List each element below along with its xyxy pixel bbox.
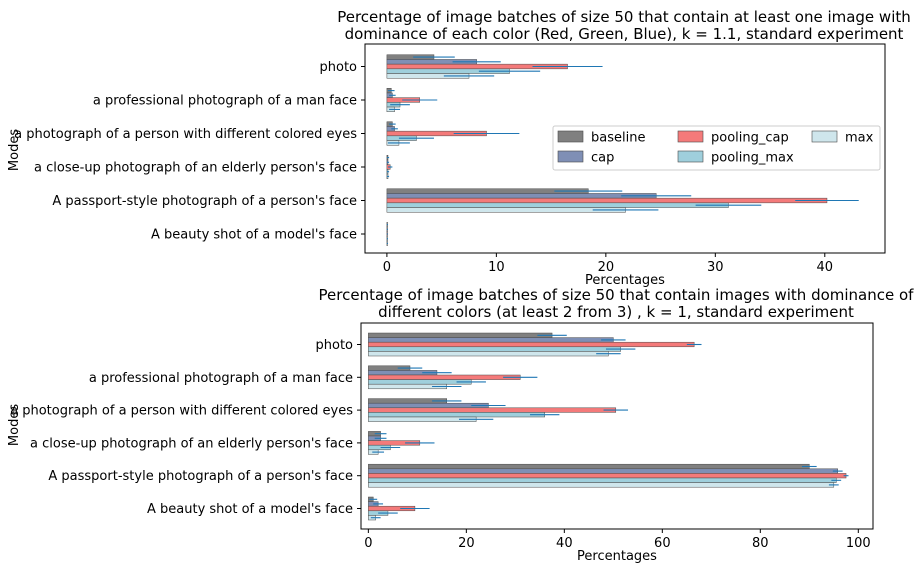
chart-bottom-x-tick-label-5: 100: [846, 536, 871, 551]
chart-bottom: Percentage of image batches of size 50 t…: [7, 286, 914, 564]
chart-bottom-y-tick-label-0: photo: [316, 338, 354, 353]
chart-top-bar-cap-4: [386, 193, 657, 199]
chart-bottom-y-tick-label-5: A beauty shot of a model's face: [147, 502, 353, 517]
chart-bottom-x-axis-label: Percentages: [577, 549, 657, 564]
chart-bottom-title-line1: Percentage of image batches of size 50 t…: [319, 286, 915, 304]
chart-bottom-x-tick-label-2: 40: [556, 536, 573, 551]
chart-bottom-bars: [368, 332, 849, 521]
chart-top-legend-swatch-cap: [557, 150, 584, 163]
chart-top-x-tick-label-4: 40: [817, 260, 834, 275]
chart-top-legend-label-pooling_cap: pooling_cap: [711, 131, 789, 146]
chart-top-y-tick-label-4: A passport-style photograph of a person'…: [52, 194, 357, 209]
chart-bottom-title-line2: different colors (at least 2 from 3) , k…: [378, 303, 854, 321]
chart-bottom-bar-cap-4: [368, 468, 838, 474]
chart-bottom-y-tick-label-1: a professional photograph of a man face: [89, 371, 353, 386]
chart-top-y-tick-label-1: a professional photograph of a man face: [93, 94, 357, 109]
chart-top-title-line2: dominance of each color (Red, Green, Blu…: [345, 25, 904, 43]
chart-top-bar-max-4: [386, 207, 626, 213]
chart-bottom-bar-pooling_max-1: [368, 379, 472, 385]
chart-bottom-y-tick-label-4: A passport-style photograph of a person'…: [48, 469, 353, 484]
chart-top-legend-swatch-pooling_cap: [677, 130, 704, 143]
chart-bottom-bar-pooling_max-0: [368, 346, 621, 352]
chart-top-legend-label-cap: cap: [591, 151, 614, 166]
chart-top-legend-swatch-max: [811, 130, 838, 143]
chart-bottom-y-axis-label: Modes: [7, 404, 22, 446]
chart-top-legend-label-baseline: baseline: [591, 131, 645, 146]
chart-top-x-tick-label-0: 0: [383, 260, 391, 275]
chart-bottom-bar-pooling_max-4: [368, 477, 837, 483]
chart-bottom-x-tick-label-0: 0: [364, 536, 372, 551]
chart-bottom-bar-pooling_cap-0: [368, 341, 695, 348]
chart-top-y-tick-label-5: A beauty shot of a model's face: [151, 228, 357, 243]
chart-top-legend-swatch-baseline: [557, 130, 584, 143]
chart-top-x-tick-label-3: 30: [707, 260, 724, 275]
chart-bottom-bar-pooling_cap-2: [368, 407, 617, 413]
chart-bottom-bar-pooling_cap-4: [368, 473, 847, 479]
chart-top-y-tick-label-2: a photograph of a person with different …: [14, 127, 357, 142]
chart-top-x-ticks: 0 10 20 30 40: [383, 253, 833, 275]
chart-bottom-bar-pooling_max-2: [368, 412, 545, 418]
chart-top-legend: baseline cap pooling_cap pooling_max max: [552, 125, 881, 171]
chart-bottom-plot-frame: [360, 322, 874, 530]
chart-top-x-axis-label: Percentages: [585, 273, 665, 288]
chart-top-y-axis-label: Modes: [7, 129, 22, 171]
chart-top-bar-pooling_cap-4: [386, 197, 828, 204]
chart-top-legend-frame: [552, 125, 881, 171]
chart-bottom-y-tick-label-2: a photograph of a person with different …: [10, 404, 353, 419]
chart-top-y-tick-label-3: a close-up photograph of an elderly pers…: [34, 161, 357, 176]
chart-bottom-bar-baseline-4: [368, 463, 810, 470]
chart-bottom-x-tick-label-4: 80: [752, 536, 769, 551]
chart-top-legend-label-max: max: [845, 131, 874, 146]
chart-bottom-x-tick-label-1: 20: [458, 536, 475, 551]
chart-top-x-tick-label-1: 10: [488, 260, 505, 275]
chart-top-bars: [386, 54, 859, 247]
chart-bottom-bar-baseline-0: [368, 332, 553, 338]
chart-bottom-x-tick-label-3: 60: [654, 536, 671, 551]
chart-bottom-bar-cap-2: [368, 402, 489, 409]
chart-bottom-bar-cap-0: [368, 337, 614, 343]
chart-top: Percentage of image batches of size 50 t…: [7, 8, 911, 288]
chart-bottom-bar-max-0: [368, 351, 609, 357]
chart-bottom-y-tick-label-3: a close-up photograph of an elderly pers…: [30, 436, 353, 451]
chart-bottom-bar-max-4: [368, 482, 835, 488]
chart-top-bar-pooling_max-4: [386, 202, 729, 208]
chart-top-y-tick-label-0: photo: [320, 60, 358, 75]
chart-bottom-y-ticks: photo a professional photograph of a man …: [10, 338, 361, 517]
chart-top-x-tick-label-2: 20: [598, 260, 615, 275]
chart-top-title-line1: Percentage of image batches of size 50 t…: [337, 8, 911, 26]
chart-bottom-x-ticks: 0 20 40 60 80 100: [364, 529, 871, 551]
chart-top-legend-swatch-pooling_max: [677, 150, 704, 163]
chart-top-y-ticks: photo a professional photograph of a man …: [14, 60, 365, 243]
chart-top-plot-frame: [364, 43, 886, 254]
chart-bottom-bar-pooling_cap-1: [368, 374, 521, 380]
chart-top-legend-label-pooling_max: pooling_max: [711, 151, 794, 166]
